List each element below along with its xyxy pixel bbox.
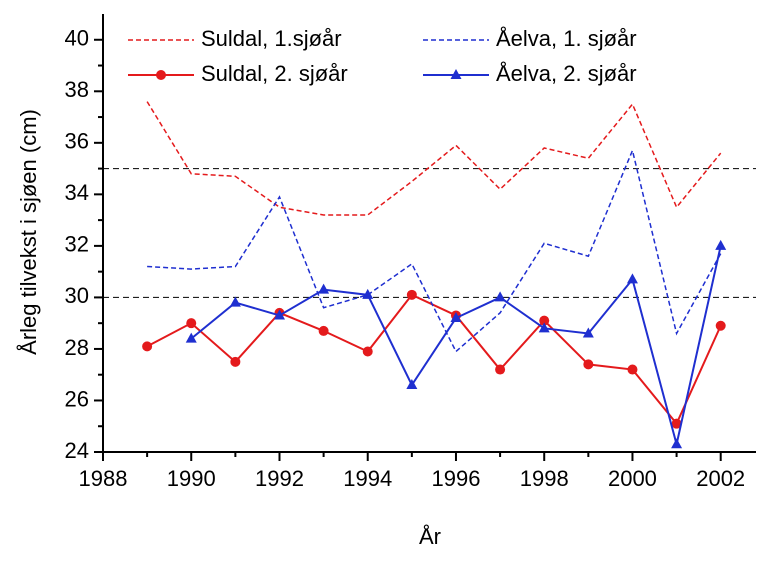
x-axis-label: År xyxy=(419,524,441,549)
marker xyxy=(142,341,153,352)
x-tick-label: 1992 xyxy=(255,466,304,491)
marker xyxy=(627,364,638,375)
x-tick-label: 1998 xyxy=(520,466,569,491)
marker xyxy=(230,356,241,367)
marker xyxy=(583,359,594,370)
y-tick-label: 40 xyxy=(65,26,89,51)
marker xyxy=(273,309,285,320)
marker xyxy=(582,327,594,338)
y-tick-label: 26 xyxy=(65,386,89,411)
marker xyxy=(318,283,330,294)
x-tick-label: 1996 xyxy=(431,466,480,491)
legend-label: Suldal, 1.sjøår xyxy=(201,26,342,51)
marker xyxy=(671,438,683,449)
x-tick-label: 1988 xyxy=(79,466,128,491)
legend-label: Åelva, 1. sjøår xyxy=(496,26,637,51)
legend-marker xyxy=(156,70,166,80)
marker xyxy=(362,288,374,299)
series-line xyxy=(146,293,722,426)
marker xyxy=(185,332,197,343)
y-tick-label: 38 xyxy=(65,77,89,102)
legend-label: Suldal, 2. sjøår xyxy=(201,61,348,86)
marker xyxy=(406,379,418,390)
series-line xyxy=(146,101,722,216)
marker xyxy=(671,418,682,429)
marker xyxy=(539,315,550,326)
marker xyxy=(450,312,462,323)
marker xyxy=(715,320,726,331)
marker xyxy=(406,289,417,300)
marker xyxy=(318,325,329,336)
x-tick-label: 2002 xyxy=(696,466,745,491)
y-tick-label: 28 xyxy=(65,335,89,360)
marker xyxy=(626,273,638,284)
marker xyxy=(495,364,506,375)
marker xyxy=(538,322,550,333)
x-tick-label: 1990 xyxy=(167,466,216,491)
x-tick-label: 1994 xyxy=(343,466,392,491)
marker xyxy=(494,291,506,302)
legend-marker xyxy=(450,69,462,79)
x-tick-label: 2000 xyxy=(608,466,657,491)
y-tick-label: 34 xyxy=(65,180,89,205)
y-tick-label: 36 xyxy=(65,129,89,154)
y-axis-label: Årleg tilvekst i sjøen (cm) xyxy=(16,109,41,355)
y-tick-label: 32 xyxy=(65,232,89,257)
marker xyxy=(186,318,197,329)
marker xyxy=(362,346,373,357)
legend-label: Åelva, 2. sjøår xyxy=(496,61,637,86)
marker xyxy=(715,239,727,250)
series-line xyxy=(147,148,722,353)
y-tick-label: 30 xyxy=(65,283,89,308)
series-line xyxy=(190,245,722,445)
marker xyxy=(229,296,241,307)
y-tick-label: 24 xyxy=(65,438,89,463)
